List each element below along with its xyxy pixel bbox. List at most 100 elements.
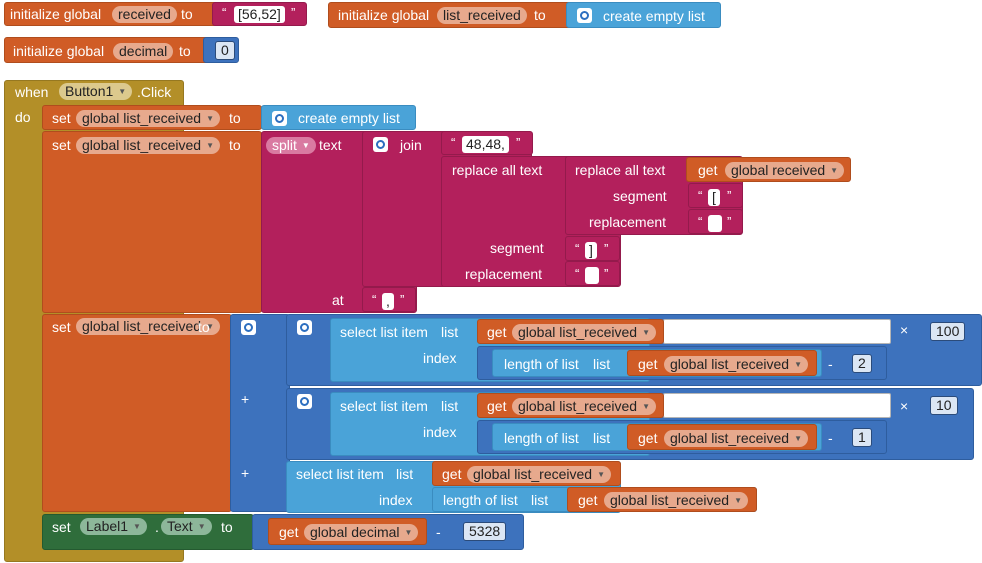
when-label: when (15, 84, 49, 100)
number-field-10[interactable]: 10 (930, 396, 958, 415)
list-label: list (441, 398, 459, 414)
add-block[interactable]: + + (230, 314, 290, 512)
property-dropdown-text[interactable]: Text ▼ (161, 518, 212, 535)
get-label: get (487, 398, 507, 414)
var-dropdown[interactable]: global list_received ▼ (664, 430, 808, 447)
open-quote: “ (698, 188, 703, 203)
component-label: Button1 (65, 83, 114, 99)
var-label: global list_received (670, 430, 790, 446)
number-field-100[interactable]: 100 (930, 322, 966, 341)
text-48-block[interactable]: “ 48,48, ” (441, 131, 533, 155)
to-label: to (181, 6, 193, 22)
set-label1-text-block[interactable]: set Label1 ▼ . Text ▼ to (42, 514, 254, 550)
chevron-down-icon: ▼ (404, 528, 413, 537)
times-op: × (900, 322, 909, 338)
get-received-block[interactable]: get global received ▼ (686, 157, 851, 182)
replace-all-label: replace all text (575, 162, 666, 178)
gear-icon[interactable] (373, 137, 388, 152)
list-label: list (531, 492, 549, 508)
var-dropdown[interactable]: global list_received ▼ (76, 318, 220, 335)
var-dropdown[interactable]: global decimal ▼ (304, 524, 419, 541)
var-dropdown[interactable]: global list_received ▼ (76, 110, 220, 127)
chevron-down-icon: ▼ (301, 141, 310, 150)
var-dropdown[interactable]: global received ▼ (725, 162, 845, 179)
component-dropdown-label1[interactable]: Label1 ▼ (80, 518, 147, 535)
open-quote: “ (698, 214, 703, 229)
number-field-2[interactable]: 2 (852, 354, 872, 373)
gear-icon[interactable] (297, 394, 312, 409)
number-field-1[interactable]: 1 (852, 428, 872, 447)
create-empty-list-label: create empty list (603, 8, 705, 24)
get-list-received-block[interactable]: get global list_received ▼ (477, 319, 664, 344)
text-seg-outer[interactable]: “ ] ” (565, 236, 620, 261)
var-dropdown[interactable]: global list_received ▼ (664, 356, 808, 373)
set-list-received-split[interactable]: set global list_received ▼ to (42, 131, 262, 313)
text-rep-outer[interactable]: “ ” (565, 261, 620, 286)
times-op: × (900, 398, 909, 414)
init-decimal-block[interactable]: initialize global decimal to (4, 37, 211, 63)
text-field-48[interactable]: 48,48, (462, 136, 509, 153)
number-field-5328[interactable]: 5328 (463, 522, 507, 541)
text-field-rep-inner[interactable] (708, 215, 722, 232)
var-dropdown[interactable]: global list_received ▼ (76, 137, 220, 154)
text-rep-inner[interactable]: “ ” (688, 209, 743, 234)
get-label: get (487, 324, 507, 340)
text-field-seg-outer[interactable]: ] (585, 242, 597, 259)
text-field-rep-outer[interactable] (585, 267, 599, 284)
create-empty-list-block[interactable]: create empty list (566, 2, 721, 28)
text-field-received[interactable]: [56,52] (234, 6, 285, 23)
set-label: set (52, 519, 71, 535)
gear-icon[interactable] (272, 111, 287, 126)
var-name-list-received[interactable]: list_received (437, 7, 527, 24)
component-dropdown-button1[interactable]: Button1 ▼ (59, 83, 133, 100)
text-at-block[interactable]: “ , ” (362, 287, 416, 312)
var-name-decimal[interactable]: decimal (113, 43, 174, 60)
init-received-block[interactable]: initialize global received to (4, 2, 226, 26)
var-dropdown[interactable]: global list_received ▼ (604, 492, 748, 509)
var-label: received (118, 6, 171, 22)
chevron-down-icon: ▼ (794, 434, 802, 443)
text-field-at[interactable]: , (382, 293, 394, 310)
to-label: to (229, 110, 241, 126)
var-dropdown[interactable]: global list_received ▼ (467, 466, 611, 483)
create-empty-list-block[interactable]: create empty list (261, 105, 416, 130)
var-dropdown[interactable]: global list_received ▼ (512, 324, 656, 341)
text-field-seg-inner[interactable]: [ (708, 189, 720, 206)
close-quote: ” (291, 5, 296, 20)
length-of-list-label: length of list (504, 356, 579, 372)
init-list-received-block[interactable]: initialize global list_received to (328, 2, 573, 28)
close-quote: ” (400, 292, 405, 307)
gear-icon[interactable] (297, 320, 312, 335)
get-list-received-block[interactable]: get global list_received ▼ (627, 424, 817, 450)
split-dropdown[interactable]: split ▼ (266, 137, 316, 154)
segment-label: segment (490, 240, 544, 256)
get-list-received-block[interactable]: get global list_received ▼ (567, 487, 757, 512)
get-list-received-block[interactable]: get global list_received ▼ (432, 461, 621, 486)
set-list-received-empty[interactable]: set global list_received ▼ to (42, 105, 262, 130)
var-label: global list_received (670, 356, 790, 372)
gear-icon[interactable] (241, 320, 256, 335)
get-list-received-block[interactable]: get global list_received ▼ (477, 393, 664, 418)
number-field-decimal[interactable]: 0 (215, 41, 235, 60)
init-prefix: initialize global (338, 7, 430, 23)
var-name-received[interactable]: received (112, 6, 177, 23)
to-label: to (221, 519, 233, 535)
get-decimal-block[interactable]: get global decimal ▼ (268, 518, 427, 545)
do-label: do (15, 109, 31, 125)
text-block-received[interactable]: “ [56,52] ” (212, 2, 307, 26)
minus-op: - (828, 356, 833, 372)
gear-icon[interactable] (577, 8, 592, 23)
get-label: get (638, 356, 658, 372)
select-list-item-label: select list item (340, 398, 428, 414)
set-decimal-block[interactable]: set global list_received ▼ to (42, 314, 232, 512)
close-quote: ” (604, 241, 609, 256)
var-dropdown[interactable]: global list_received ▼ (512, 398, 656, 415)
var-label: global list_received (82, 137, 202, 153)
text-seg-inner[interactable]: “ [ ” (688, 183, 743, 208)
chevron-down-icon: ▼ (206, 322, 214, 331)
list-label: list (441, 324, 459, 340)
chevron-down-icon: ▼ (133, 522, 141, 531)
get-list-received-block[interactable]: get global list_received ▼ (627, 350, 817, 376)
number-block-decimal[interactable]: 0 (203, 37, 239, 63)
split-label: split (272, 137, 297, 153)
